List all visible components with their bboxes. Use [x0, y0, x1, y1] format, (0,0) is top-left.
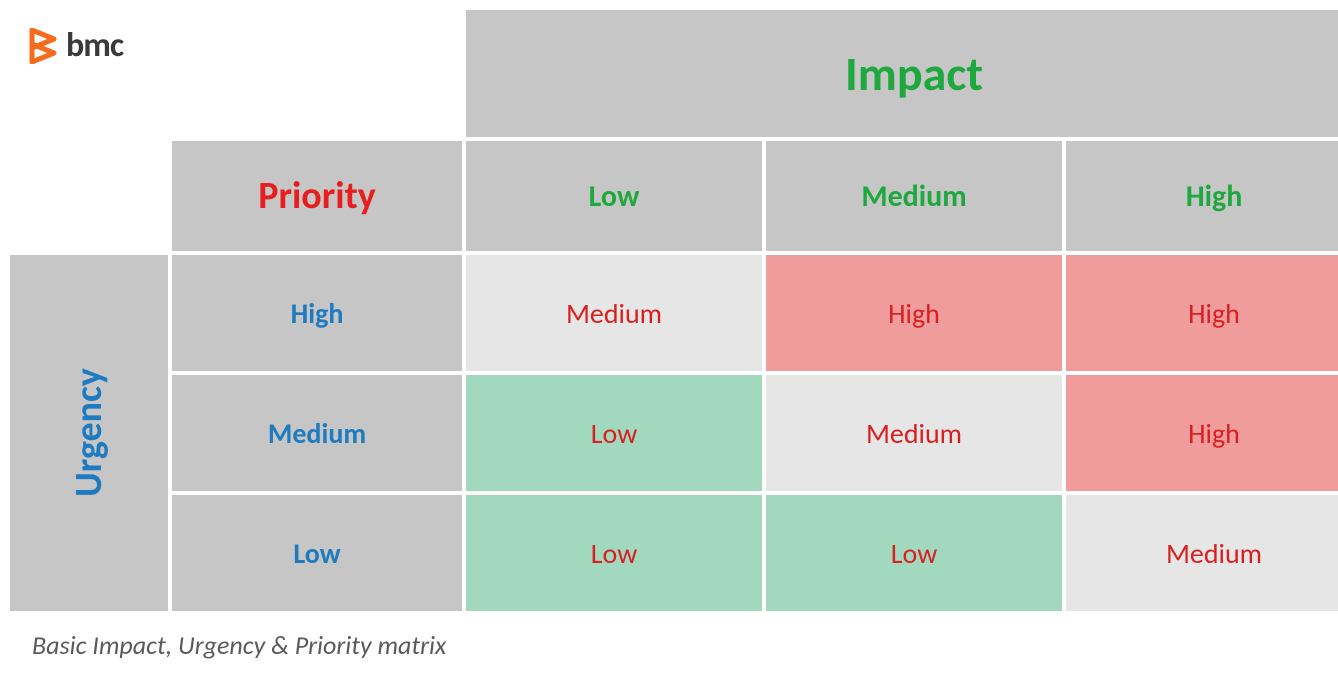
urgency-level-low: Low	[172, 495, 462, 611]
impact-level-low: Low	[466, 141, 762, 251]
impact-level-high: High	[1066, 141, 1338, 251]
priority-cell-1-2: High	[1066, 375, 1338, 491]
impact-header: Impact	[466, 10, 1338, 137]
bmc-logo-icon	[28, 28, 60, 64]
priority-cell-1-1: Medium	[766, 375, 1062, 491]
impact-level-medium: Medium	[766, 141, 1062, 251]
urgency-level-high: High	[172, 255, 462, 371]
urgency-level-medium: Medium	[172, 375, 462, 491]
blank-cell	[10, 141, 168, 251]
priority-cell-2-1: Low	[766, 495, 1062, 611]
priority-cell-0-2: High	[1066, 255, 1338, 371]
priority-cell-2-0: Low	[466, 495, 762, 611]
blank-cell	[172, 10, 462, 137]
bmc-logo-text: bmc	[66, 25, 123, 66]
priority-cell-2-2: Medium	[1066, 495, 1338, 611]
priority-cell-0-0: Medium	[466, 255, 762, 371]
priority-matrix-container: bmc Impact Priority Low Medium High Urge…	[10, 10, 1328, 661]
matrix-caption: Basic Impact, Urgency & Priority matrix	[32, 629, 1328, 661]
priority-header: Priority	[172, 141, 462, 251]
priority-matrix: Impact Priority Low Medium High Urgency …	[10, 10, 1328, 611]
priority-cell-0-1: High	[766, 255, 1062, 371]
bmc-logo: bmc	[28, 25, 123, 66]
priority-cell-1-0: Low	[466, 375, 762, 491]
urgency-header: Urgency	[10, 255, 168, 611]
